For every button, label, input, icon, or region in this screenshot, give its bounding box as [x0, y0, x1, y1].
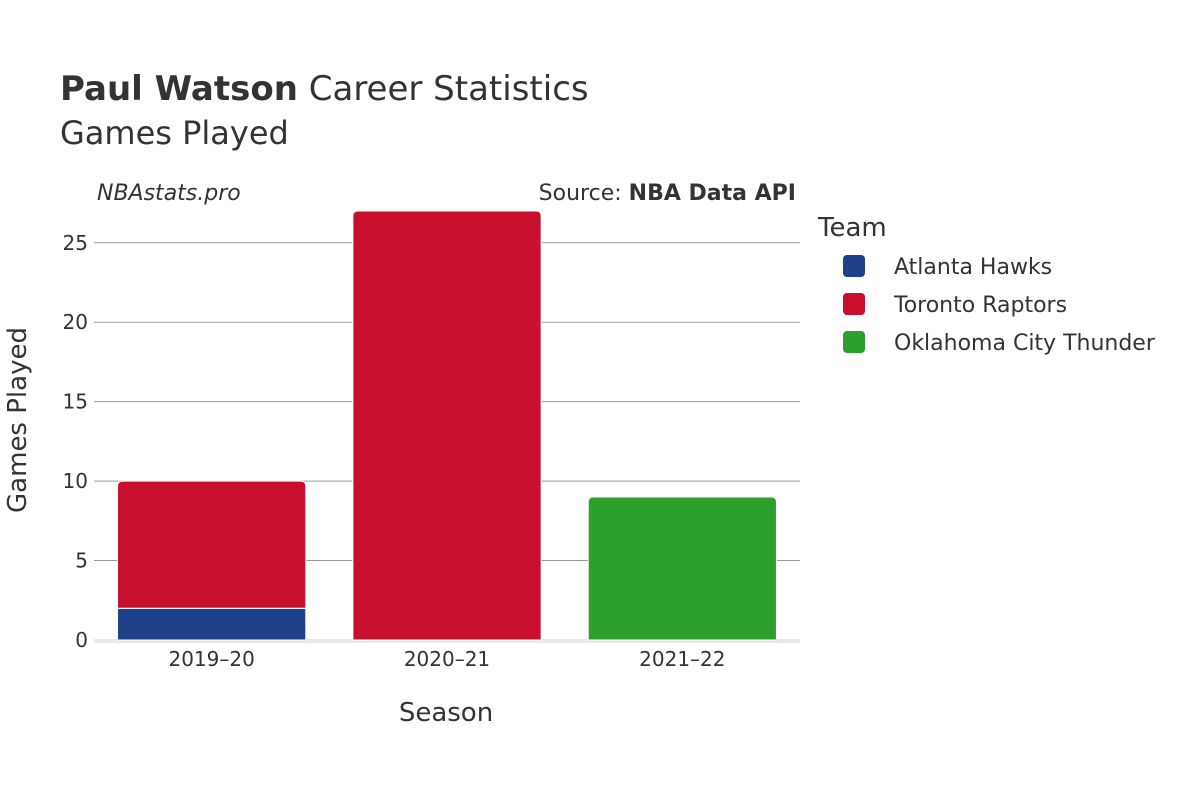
bar-toronto-raptors-2020–21[interactable]	[352, 210, 542, 641]
y-axis-ticks: 0 5 10 15 20 25	[63, 231, 88, 652]
source-note: Source: NBA Data API	[539, 181, 796, 206]
y-tick-label: 0	[75, 628, 88, 652]
x-tick-label: 2019–20	[168, 647, 254, 671]
chart-title: Paul Watson Career Statistics	[60, 69, 589, 109]
legend-title: Team	[817, 213, 887, 243]
bars	[117, 210, 777, 641]
y-tick-label: 5	[75, 549, 88, 573]
legend-swatch[interactable]	[843, 255, 865, 277]
x-axis-ticks: 2019–20 2020–21 2021–22	[168, 647, 725, 671]
chart-title-player: Paul Watson	[60, 69, 298, 109]
x-axis-title: Season	[399, 698, 493, 728]
x-tick-label: 2020–21	[404, 647, 490, 671]
legend-label[interactable]: Oklahoma City Thunder	[894, 331, 1156, 356]
source-name: NBA Data API	[629, 181, 796, 206]
y-axis-title: Games Played	[3, 327, 33, 513]
chart-title-suffix: Career Statistics	[309, 69, 589, 109]
source-prefix: Source:	[539, 181, 622, 206]
chart-subtitle: Games Played	[60, 114, 289, 152]
legend-swatch[interactable]	[843, 293, 865, 315]
bar-toronto-raptors-2019–20[interactable]	[117, 480, 307, 609]
legend-swatch[interactable]	[843, 331, 865, 353]
y-tick-label: 20	[63, 310, 88, 334]
bar-oklahoma-city-thunder-2021–22[interactable]	[587, 496, 777, 641]
y-tick-label: 25	[63, 231, 88, 255]
watermark: NBAstats.pro	[97, 181, 241, 206]
y-tick-label: 10	[63, 469, 88, 493]
x-tick-label: 2021–22	[639, 647, 725, 671]
legend: Atlanta Hawks Toronto Raptors Oklahoma Cit…	[843, 255, 1156, 356]
bar-atlanta-hawks-2019–20[interactable]	[117, 607, 307, 641]
legend-label[interactable]: Atlanta Hawks	[894, 255, 1052, 280]
legend-label[interactable]: Toronto Raptors	[893, 293, 1067, 318]
y-tick-label: 15	[63, 390, 88, 414]
